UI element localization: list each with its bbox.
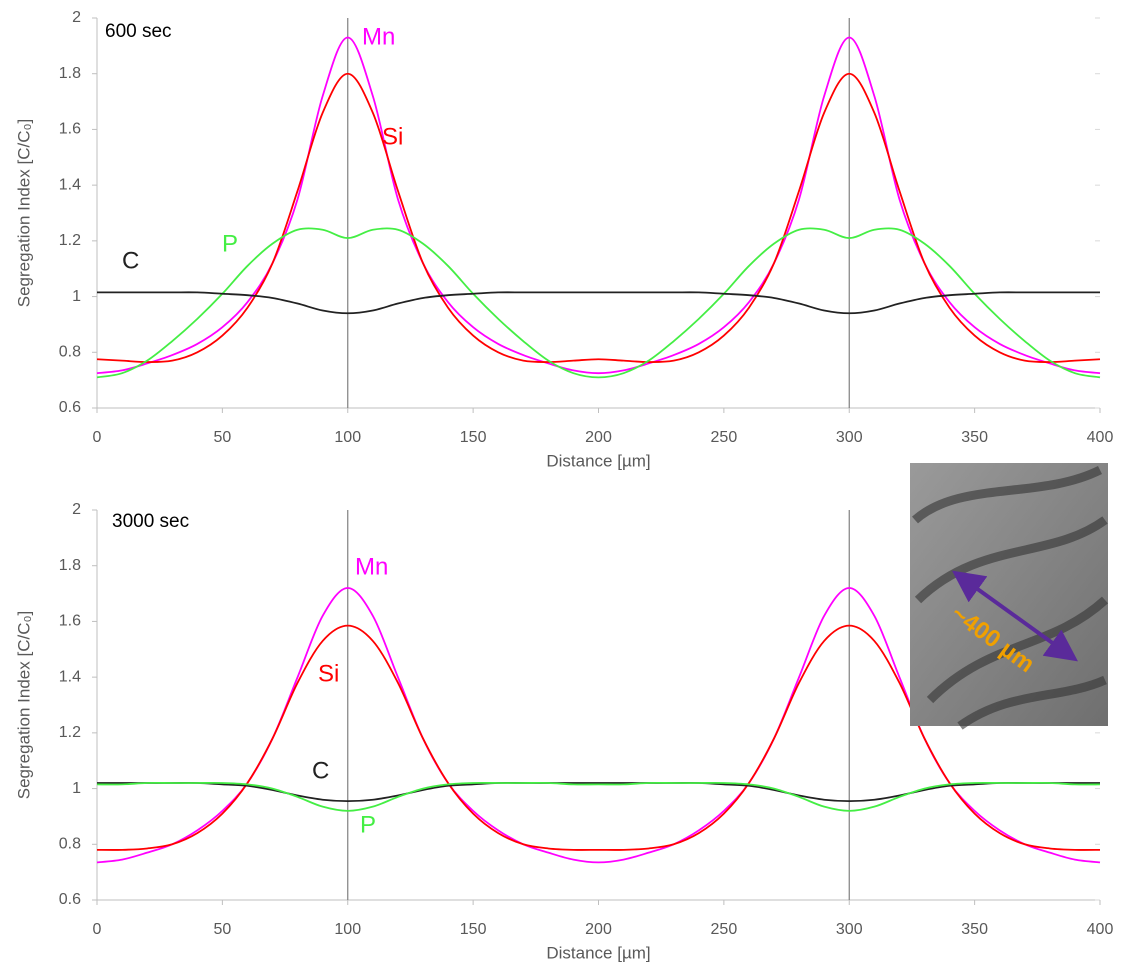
y-tick-label: 0.8 [59,836,81,853]
inset-arrow [952,570,1078,662]
series-line [96,624,1101,851]
series-line [96,781,1100,803]
x-tick-label: 250 [711,429,738,446]
x-tick-label: 0 [93,921,102,938]
x-tick-label: 200 [585,921,612,938]
x-tick-label: 50 [213,429,231,446]
y-tick-label: 0.8 [59,344,81,361]
series-label: Mn [362,23,395,50]
series-line [96,781,1101,812]
y-tick-label: 1.4 [59,176,81,193]
x-tick-label: 100 [334,429,361,446]
inset-micrograph: ~400 µm [910,463,1109,730]
y-tick-label: 0.6 [59,399,81,416]
x-tick-label: 300 [836,429,863,446]
x-tick-label: 350 [961,429,988,446]
x-tick-label: 200 [585,429,612,446]
y-tick-label: 1.8 [59,557,81,574]
series-label: P [360,811,376,838]
y-tick-label: 0.6 [59,891,81,908]
y-tick-label: 1.2 [59,724,81,741]
x-tick-label: 150 [460,429,487,446]
x-tick-label: 150 [460,921,487,938]
x-tick-label: 250 [711,921,738,938]
inset-texture [912,465,1109,730]
series-label: C [312,757,329,784]
x-tick-label: 350 [961,921,988,938]
series-line [96,227,1101,379]
series-label: C [122,247,139,274]
x-tick-label: 400 [1087,921,1114,938]
y-axis-label: Segregation Index [C/C₀] [14,119,33,308]
series-line [96,72,1101,363]
chart-panel: 0.6 0.8 1 1.2 1.4 1.6 1.8 2 0 50 100 150 200 250 300 35… [14,501,1113,962]
y-tick-label: 1 [72,780,81,797]
y-tick-label: 1 [72,288,81,305]
y-tick-label: 1.8 [59,65,81,82]
x-tick-label: 50 [213,921,231,938]
chart-panel: 0.6 0.8 1 1.2 1.4 1.6 1.8 2 0 50 100 150 200 250 300 35… [14,9,1113,470]
series-line [96,36,1101,375]
x-tick-label: 400 [1087,429,1114,446]
x-tick-label: 0 [93,429,102,446]
subtitle: 600 sec [105,21,172,42]
x-axis-label: Distance [µm] [546,943,650,962]
series-label: Mn [355,553,388,580]
series-label: Si [382,123,403,150]
y-tick-label: 2 [72,9,81,26]
x-axis-label: Distance [µm] [546,451,650,470]
y-tick-label: 2 [72,501,81,518]
y-tick-label: 1.4 [59,668,81,685]
series-line [96,291,1100,315]
y-tick-label: 1.6 [59,121,81,138]
y-tick-label: 1.6 [59,613,81,630]
subtitle: 3000 sec [112,511,189,532]
series-label: Si [318,660,339,687]
x-tick-label: 300 [836,921,863,938]
x-tick-label: 100 [334,921,361,938]
series-label: P [222,230,238,257]
y-tick-label: 1.2 [59,232,81,249]
y-axis-label: Segregation Index [C/C₀] [14,611,33,800]
